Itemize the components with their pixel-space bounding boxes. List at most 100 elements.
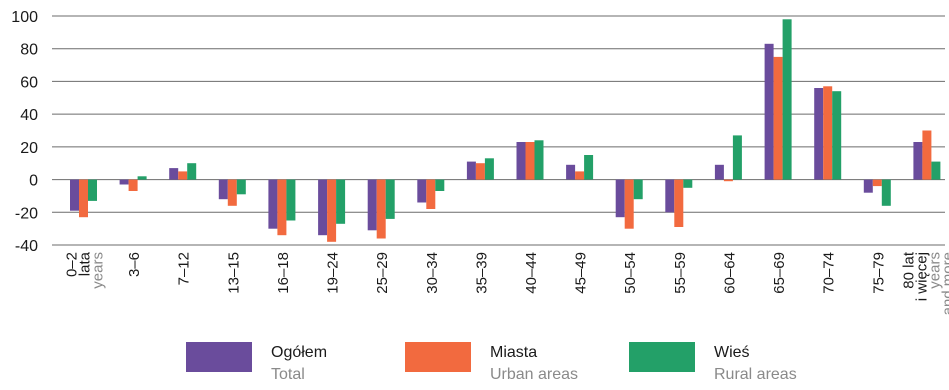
y-tick-label: 0 (29, 173, 38, 190)
bar-urban-areas (376, 179, 386, 239)
x-category-label: 70–74 (821, 252, 838, 294)
bar-total (169, 168, 179, 180)
bar-urban-areas (624, 179, 634, 229)
legend-sublabel-urban: Urban areas (490, 366, 579, 383)
x-category-label: 45–49 (573, 252, 590, 294)
bar-rural-areas (732, 135, 742, 180)
bar-rural-areas (385, 179, 395, 219)
legend-label-total: Ogółem (271, 344, 328, 361)
bar-urban-areas (674, 179, 684, 227)
bar-total (913, 142, 923, 180)
legend: Ogółem Total Miasta Urban areas Wieś Rur… (0, 340, 949, 390)
bar-total (516, 142, 526, 180)
bar-rural-areas (881, 179, 891, 206)
bar-rural-areas (484, 158, 494, 180)
bar-urban-areas (922, 130, 932, 180)
x-category-label: 19–24 (325, 252, 342, 294)
bar-urban-areas (475, 163, 485, 180)
bar-urban-areas (575, 171, 585, 180)
x-category-label: 40–44 (523, 252, 540, 294)
bar-urban-areas (723, 179, 733, 182)
x-category-label: years (926, 252, 943, 289)
bar-rural-areas (633, 179, 643, 200)
grid-lines (52, 15, 945, 246)
bar-rural-areas (534, 140, 544, 180)
x-category-label: 13–15 (225, 252, 242, 294)
bar-rural-areas (88, 179, 97, 201)
bar-rural-areas (236, 179, 246, 195)
x-category-label: 16–18 (275, 252, 292, 294)
bar-rural-areas (782, 19, 792, 180)
bar-rural-areas (683, 179, 693, 188)
bar-total (218, 179, 228, 200)
legend-sublabel-total: Total (271, 366, 305, 383)
bar-total (764, 43, 774, 180)
y-tick-label: -20 (15, 205, 38, 222)
x-category-label: 80 lat (900, 251, 917, 289)
bar-urban-areas (277, 179, 287, 236)
bar-urban-areas (773, 56, 783, 180)
bar-total (615, 179, 625, 218)
bar-total (665, 179, 675, 213)
x-category-label: 65–69 (771, 252, 788, 294)
bar-urban-areas (327, 179, 337, 242)
bar-urban-areas (823, 86, 833, 180)
bar-urban-areas (178, 171, 188, 180)
bar-total (814, 88, 824, 180)
bar-total (566, 164, 576, 180)
x-category-label: 30–34 (424, 252, 441, 294)
bar-urban-areas (525, 142, 535, 180)
bar-urban-areas (128, 179, 138, 191)
x-category-label: 0–2 (64, 252, 81, 277)
bar-total (367, 179, 377, 231)
bar-total (119, 179, 129, 185)
x-category-label: 60–64 (721, 252, 738, 294)
y-tick-label: 20 (20, 140, 38, 157)
bar-total (863, 179, 873, 193)
x-category-label: i więcej (913, 252, 930, 301)
bar-rural-areas (832, 91, 842, 180)
y-tick-label: 60 (20, 74, 38, 91)
y-tick-label: -40 (15, 238, 38, 255)
x-category-label: 3–6 (126, 252, 143, 277)
x-category-label: 50–54 (622, 252, 639, 294)
bar-rural-areas (435, 179, 445, 191)
bar-rural-areas (584, 155, 594, 180)
y-tick-label: 80 (20, 42, 38, 59)
x-category-label: 7–12 (176, 252, 193, 285)
y-axis-ticks: -40 -20 0 20 40 60 80 100 (11, 9, 38, 255)
bar-rural-areas (286, 179, 296, 221)
bar-rural-areas (336, 179, 346, 224)
bar-rural-areas (187, 163, 197, 180)
x-category-label: and more (939, 252, 949, 315)
legend-sublabel-rural: Rural areas (714, 366, 797, 383)
bar-urban-areas (227, 179, 237, 206)
bar-urban-areas (872, 179, 882, 187)
y-tick-label: 100 (11, 9, 38, 26)
bars (70, 19, 941, 242)
bar-rural-areas (137, 176, 147, 180)
x-category-label: years (90, 252, 107, 289)
bar-total (714, 164, 724, 180)
bar-total (466, 161, 476, 180)
bar-total (268, 179, 278, 229)
bar-rural-areas (931, 161, 941, 180)
legend-swatch-total (186, 342, 252, 372)
x-category-label: 75–79 (870, 252, 887, 294)
legend-label-urban: Miasta (490, 344, 538, 361)
x-category-label: 55–59 (672, 252, 689, 294)
x-category-label: 35–39 (473, 252, 490, 294)
bar-total (417, 179, 427, 203)
bar-urban-areas (426, 179, 436, 209)
x-category-label: lata (77, 251, 94, 276)
y-tick-label: 40 (20, 107, 38, 124)
legend-label-rural: Wieś (714, 344, 750, 361)
x-category-label: 25–29 (374, 252, 391, 294)
bar-total (318, 179, 328, 236)
legend-swatch-urban (405, 342, 471, 372)
bar-total (70, 179, 79, 211)
bar-urban-areas (79, 179, 88, 218)
legend-swatch-rural (629, 342, 695, 372)
